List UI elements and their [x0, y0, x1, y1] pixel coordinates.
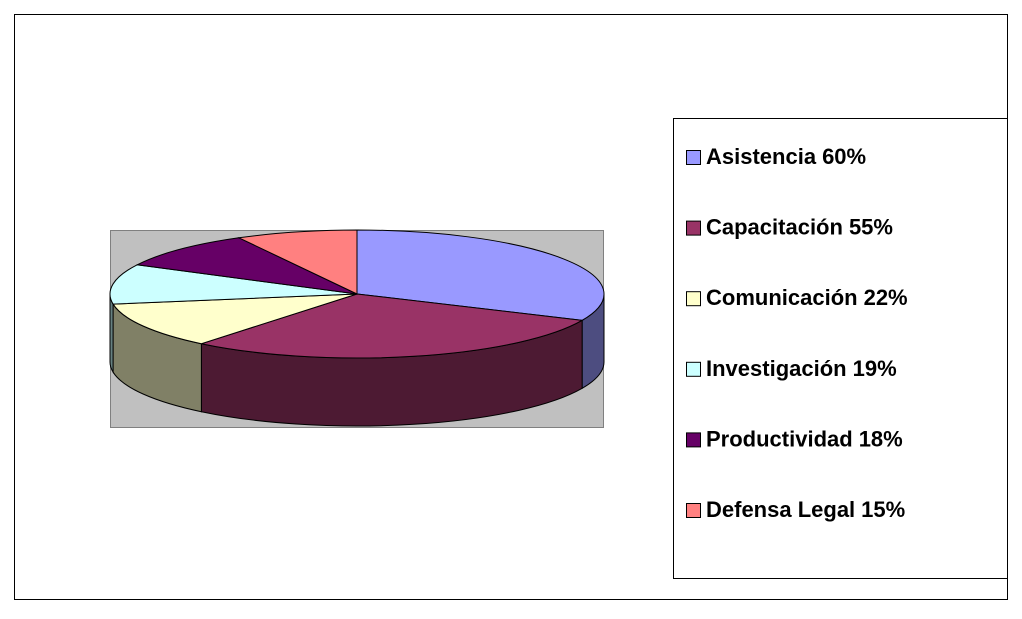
legend-value: 22% [864, 285, 908, 310]
legend-value: 60% [822, 144, 866, 169]
legend-category: Investigación [706, 356, 847, 381]
legend-label: Capacitación 55% [706, 214, 893, 239]
legend-label: Productividad 18% [706, 426, 903, 451]
pie-slice [356, 229, 605, 321]
legend-swatch [686, 150, 701, 165]
legend-label: Asistencia 60% [706, 144, 866, 169]
pie-slice [135, 237, 358, 295]
legend-value: 15% [861, 497, 905, 522]
legend-label: Investigación 19% [706, 356, 897, 381]
pie-slice [237, 229, 358, 295]
pie-slice [199, 293, 584, 359]
slice-side [109, 293, 114, 374]
legend-category: Capacitación [706, 214, 843, 239]
pie-slice [112, 293, 358, 345]
legend-label: Comunicación 22% [706, 285, 908, 310]
legend-value: 55% [849, 214, 893, 239]
legend-swatch [686, 291, 701, 307]
pie-slice [109, 264, 358, 305]
legend-category: Defensa Legal [706, 497, 855, 522]
legend-category: Asistencia [706, 144, 817, 169]
legend-swatch [686, 503, 701, 518]
legend-swatch [686, 361, 701, 377]
legend-swatch [686, 432, 701, 448]
legend [673, 118, 1008, 579]
legend-swatch [686, 220, 701, 236]
pie [109, 229, 605, 427]
legend-category: Productividad [706, 426, 853, 451]
legend-value: 18% [859, 426, 903, 451]
legend-entries: Asistencia 60% Capacitación 55% Comunicación… [686, 144, 908, 522]
legend-value: 19% [853, 356, 897, 381]
legend-label: Defensa Legal 15% [706, 497, 905, 522]
legend-category: Comunicación [706, 285, 858, 310]
